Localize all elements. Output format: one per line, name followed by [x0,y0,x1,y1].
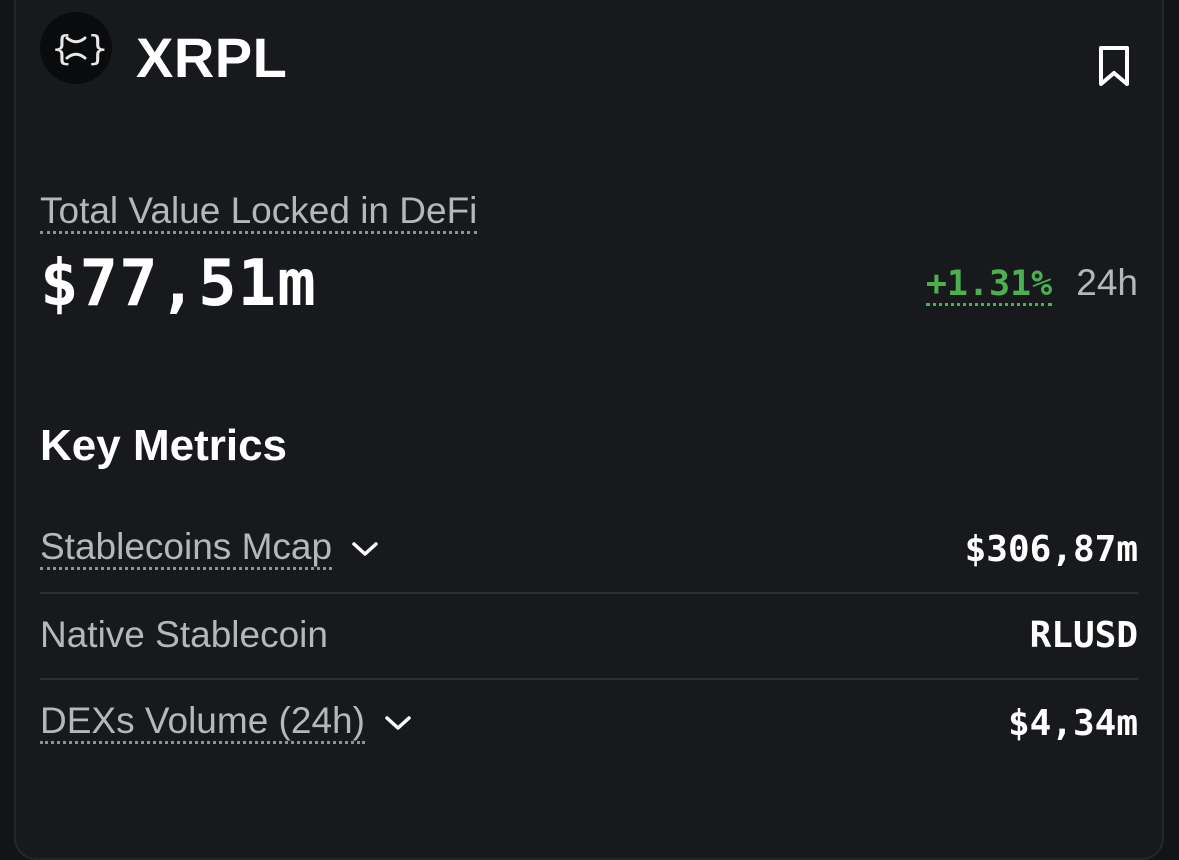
key-metrics-title: Key Metrics [40,421,288,470]
metric-label: Stablecoins Mcap [40,527,333,570]
tvl-change-percent[interactable]: +1.31% [925,264,1053,306]
tvl-change-period: 24h [1076,262,1138,303]
metric-row-native-stablecoin: Native Stablecoin RLUSD [40,592,1138,680]
svg-text:}: } [87,29,105,69]
svg-text:{: { [51,29,73,69]
metric-value: RLUSD [1029,614,1138,656]
metric-label: Native Stablecoin [40,613,328,655]
chevron-down-icon[interactable] [350,539,380,559]
metric-value: $4,34m [1007,702,1138,744]
metric-row-dexs-volume[interactable]: DEXs Volume (24h) $4,34m [40,680,1138,766]
tvl-value: $77,51m [40,247,317,321]
tvl-change-group: +1.31% 24h [925,262,1138,306]
metric-row-stablecoins-mcap[interactable]: Stablecoins Mcap $306,87m [40,506,1138,594]
bookmark-icon[interactable] [1096,44,1132,88]
tvl-label[interactable]: Total Value Locked in DeFi [40,191,478,234]
chevron-down-icon[interactable] [383,713,413,733]
chain-overview-card: { } XRPL Total Value Locked in DeFi $77,… [14,0,1164,860]
page-title: XRPL [136,26,288,89]
metric-value: $306,87m [964,528,1138,570]
xrpl-logo-icon: { } [40,12,112,84]
metric-label: DEXs Volume (24h) [40,701,365,744]
